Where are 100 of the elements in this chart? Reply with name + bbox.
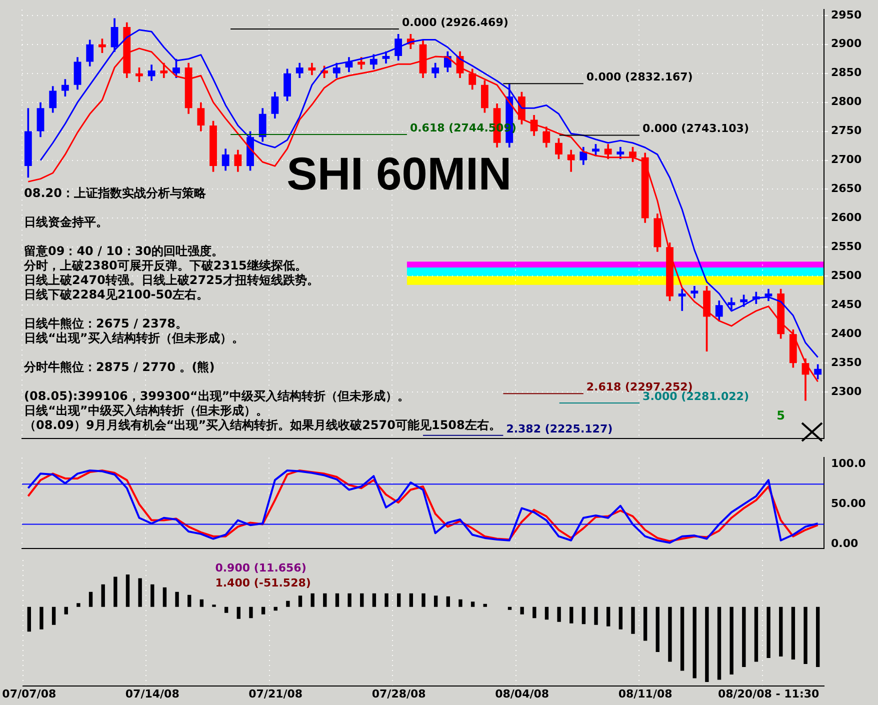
ref-line-label: 0.000 (2926.469) <box>402 16 508 29</box>
y-tick-label: 2300 <box>831 384 862 398</box>
bar <box>323 593 327 607</box>
x-tick-label: 08/11/08 <box>618 687 672 700</box>
y-tick-label: 2900 <box>831 37 862 50</box>
y-tick-label: 2750 <box>831 124 862 138</box>
bar <box>643 606 648 641</box>
annotation: (08.05):399106，399300“出现”中级买入结构转折（但未形成）。 <box>24 389 410 404</box>
bar <box>705 606 709 682</box>
bar <box>114 576 118 607</box>
y-tick-label: 2950 <box>831 8 862 22</box>
y-tick-label: 2650 <box>831 182 862 196</box>
bar <box>570 606 574 624</box>
annotation: 留意09：40 / 10：30的回吐强度。 <box>24 244 224 258</box>
bar <box>101 584 105 607</box>
bar <box>816 606 820 668</box>
bar <box>175 592 179 607</box>
bar <box>754 606 758 662</box>
bar <box>64 606 68 614</box>
y-tick-label: 2450 <box>831 298 862 311</box>
y-tick-label: 2700 <box>831 153 862 166</box>
bar <box>656 606 660 652</box>
bar <box>618 606 623 630</box>
bar <box>384 593 388 607</box>
bar <box>286 600 290 607</box>
bar <box>150 584 154 607</box>
bar <box>582 606 586 624</box>
bar <box>520 606 524 614</box>
bar <box>766 606 770 658</box>
bar <box>224 606 228 613</box>
annotation: 1.400 (-51.528) <box>215 576 311 590</box>
bar <box>249 606 253 618</box>
bar <box>631 606 635 634</box>
bar <box>372 593 376 607</box>
bar <box>360 593 364 607</box>
bar <box>261 606 266 614</box>
annotation: 分时，上破2380可展开反弹。下破2315继续探低。 <box>23 258 307 273</box>
bar <box>397 593 401 607</box>
bar <box>409 593 414 607</box>
annotation: 08.20：上证指数实战分析与策略 <box>24 186 207 200</box>
bar <box>470 602 475 607</box>
bar <box>668 606 672 662</box>
bar <box>544 606 549 620</box>
bar <box>298 596 302 607</box>
bar <box>730 606 734 675</box>
bar <box>236 606 240 619</box>
y-tick-label: 50.00 <box>831 497 866 510</box>
bar <box>458 599 462 607</box>
bar <box>483 604 487 607</box>
ref-line-label: 0.000 (2832.167) <box>586 70 693 84</box>
bar <box>335 593 340 607</box>
annotation: 日线上破2470转强。日线上破2725才扭转短线跌势。 <box>24 273 319 288</box>
annotation: 日线“出现”买入结构转折（但未形成）。 <box>24 331 244 346</box>
bar <box>717 606 722 680</box>
bar <box>557 606 561 622</box>
annotation: 分时牛熊位：2875 / 2770 。(熊) <box>23 360 215 374</box>
bar <box>742 606 746 668</box>
bar <box>27 606 31 632</box>
bar <box>508 606 512 610</box>
annotation: 日线牛熊位：2675 / 2378。 <box>24 316 188 331</box>
y-tick-label: 2850 <box>831 66 862 80</box>
bar <box>594 606 598 625</box>
annotation: 5 <box>776 408 785 423</box>
bar <box>76 603 80 607</box>
y-tick-label: 2350 <box>831 356 862 369</box>
bar <box>126 574 130 607</box>
candlestick <box>678 288 686 311</box>
bar <box>804 606 808 664</box>
annotation: 日线“出现”中级买入结构转折（但未形成）。 <box>24 404 268 418</box>
y-tick-label: 2600 <box>831 211 862 224</box>
x-tick-label: 08/04/08 <box>495 687 550 700</box>
bar <box>779 606 783 656</box>
y-tick-label: 2400 <box>831 326 862 340</box>
bar <box>188 594 192 607</box>
x-tick-label: 07/28/08 <box>372 687 426 700</box>
y-tick-label: 100.0 <box>831 456 866 470</box>
bar <box>40 606 44 630</box>
bar <box>88 592 93 607</box>
y-tick-label: 0.00 <box>831 537 858 550</box>
annotation: 日线资金持平。 <box>24 215 108 230</box>
bar <box>532 606 536 618</box>
x-tick-label: 07/21/08 <box>248 687 303 700</box>
bar <box>422 593 426 607</box>
bar <box>162 587 167 607</box>
bar <box>52 606 56 625</box>
annotation: 日线下破2284见2100-50左右。 <box>24 288 208 302</box>
ref-line-label: 2.618 (2297.252) <box>586 380 693 394</box>
y-tick-label: 2550 <box>831 240 862 254</box>
bar <box>446 596 450 607</box>
text: SHI 60MIN <box>286 148 512 200</box>
x-tick-label: 07/14/08 <box>125 687 180 700</box>
y-tick-label: 2800 <box>831 95 862 108</box>
bar <box>434 596 438 607</box>
bar <box>692 606 696 678</box>
bar <box>348 593 352 607</box>
bar <box>680 606 684 671</box>
x-tick-label: 07/07/08 <box>2 687 56 700</box>
ref-line-label: 2.382 (2225.127) <box>506 422 613 436</box>
x-tick-label: 08/20/08 - 11:30 <box>718 687 820 700</box>
bar <box>310 593 314 607</box>
